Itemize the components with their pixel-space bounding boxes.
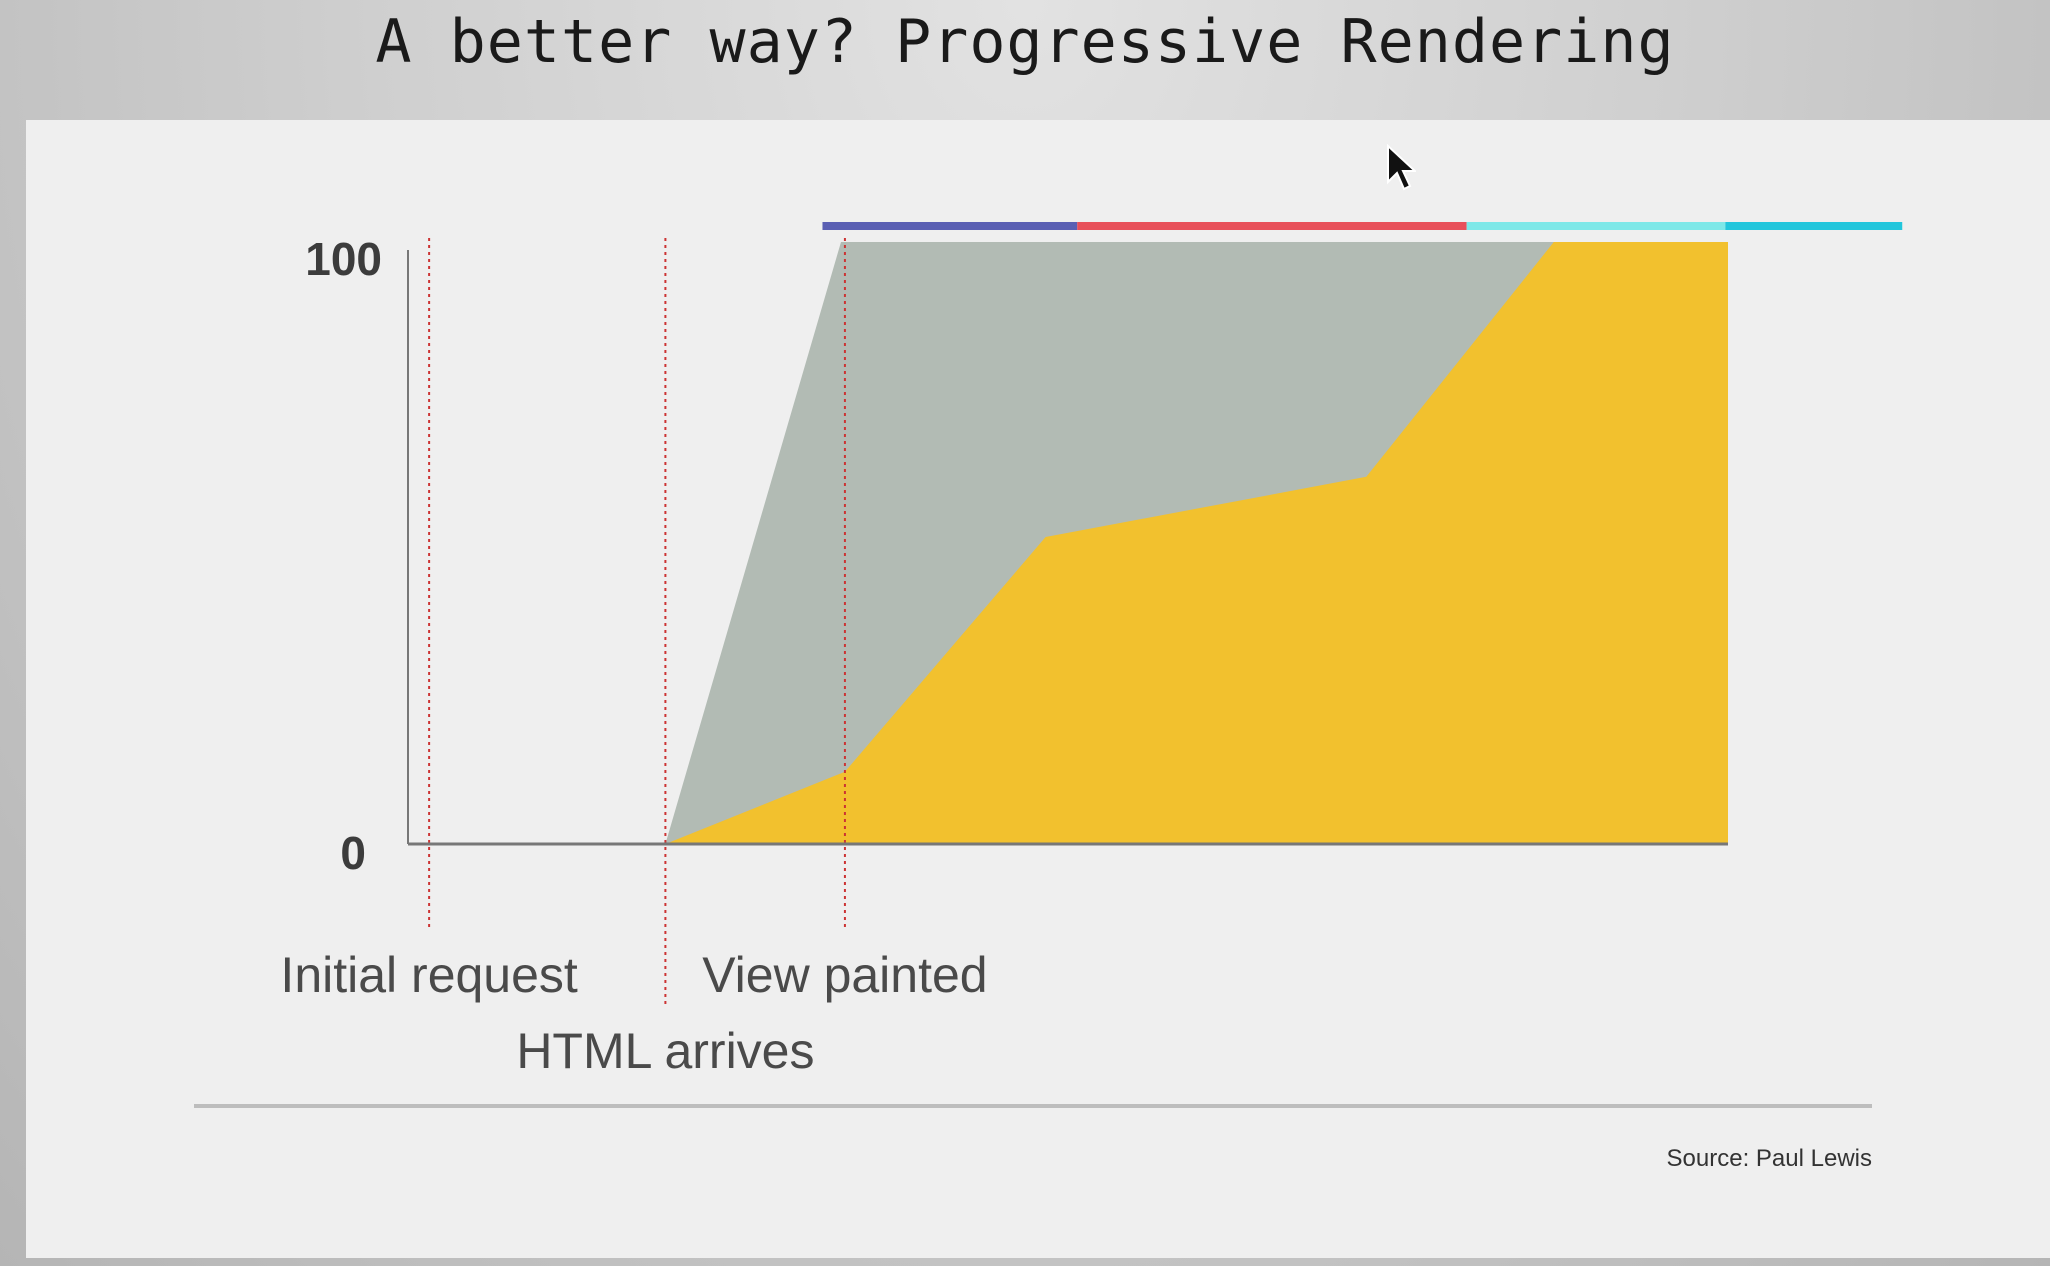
marker-lines (428, 238, 846, 1005)
y-tick-label-top: 100 (305, 233, 382, 285)
mouse-pointer-icon (1387, 144, 1416, 191)
chart-axes (407, 250, 1728, 846)
source-credit: Source: Paul Lewis (1667, 1145, 1872, 1172)
y-tick-label-bottom: 0 (340, 827, 366, 879)
marker-label-view-painted: View painted (702, 947, 987, 1003)
marker-label-html-arrives: HTML arrives (516, 1023, 814, 1079)
area-series-2 (408, 242, 1728, 844)
slide-title: A better way? Progressive Rendering (375, 7, 1675, 77)
marker-label-initial-request: Initial request (280, 947, 577, 1003)
chart-areas (408, 242, 1728, 844)
